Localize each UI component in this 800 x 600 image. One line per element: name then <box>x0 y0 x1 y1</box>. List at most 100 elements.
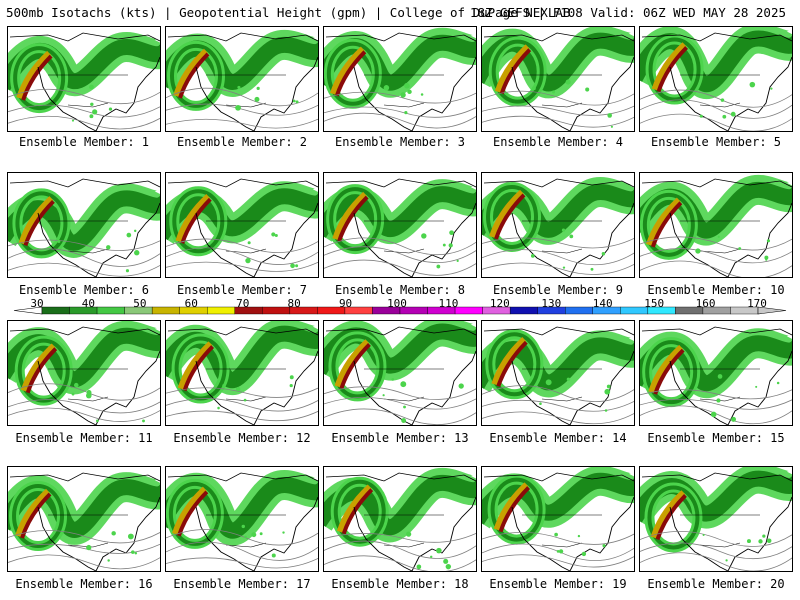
ensemble-panel-3 <box>323 26 477 132</box>
isotach-speckle <box>421 233 427 239</box>
jet-max <box>25 347 58 394</box>
isotach-speckle <box>295 100 299 104</box>
coastline <box>325 472 476 482</box>
isotach-speckle <box>443 558 449 564</box>
height-contour <box>640 236 792 251</box>
isotach-speckle <box>134 552 138 555</box>
isotach-speckle <box>57 239 61 243</box>
isotach-speckle <box>695 248 701 254</box>
height-contour <box>8 554 160 570</box>
height-contour <box>166 261 318 272</box>
colorbar-max-arrow <box>757 306 787 315</box>
isotach-speckle <box>449 230 454 236</box>
ensemble-map <box>482 326 634 425</box>
isotach-speckle <box>274 233 278 238</box>
jet-max <box>182 345 214 392</box>
ensemble-map <box>640 174 792 277</box>
height-contour <box>640 260 792 277</box>
isotach-speckle <box>289 383 293 388</box>
ensemble-map <box>166 178 318 277</box>
height-contour <box>324 532 476 543</box>
isotach-speckle <box>71 392 75 396</box>
coastline <box>411 202 476 277</box>
closed-low-core <box>645 340 698 405</box>
coastline <box>669 360 729 425</box>
ensemble-map <box>8 32 160 131</box>
jet-streak <box>177 341 213 390</box>
ensemble-panel-15 <box>639 320 793 426</box>
height-contour <box>166 387 318 398</box>
colorbar-tick-label: 60 <box>184 297 198 310</box>
jet-streak <box>173 48 209 97</box>
ensemble-panel-1 <box>7 26 161 132</box>
jet-streak <box>336 484 372 533</box>
ensemble-map <box>640 326 792 425</box>
isotach-speckle <box>400 92 406 98</box>
height-contour <box>8 239 160 251</box>
closed-low-core <box>168 481 221 546</box>
coastline <box>411 56 476 131</box>
isotach-speckle <box>407 89 412 95</box>
coastline <box>9 326 160 336</box>
isotach-speckle <box>442 243 446 247</box>
height-contour <box>324 396 476 410</box>
height-contour <box>482 105 634 116</box>
isotach-speckle <box>699 114 703 118</box>
isotach-speckle <box>241 524 245 529</box>
coastline <box>727 56 792 131</box>
colorbar-tick-label: 140 <box>592 297 613 310</box>
coastline <box>195 66 255 131</box>
coastline <box>641 326 792 336</box>
isotach-speckle <box>604 409 608 412</box>
valid-time-label: 18Z GEFS | F108 Valid: 06Z WED MAY 28 20… <box>469 5 786 20</box>
coastline <box>325 178 476 188</box>
height-contour <box>640 530 792 547</box>
us-mexico-border <box>225 396 267 402</box>
coastline <box>669 212 729 277</box>
coastline <box>511 212 571 277</box>
jet-max <box>176 490 209 537</box>
us-mexico-border <box>699 248 741 254</box>
isotach-speckle <box>243 398 247 402</box>
isotach-speckle <box>125 269 130 273</box>
height-contour <box>166 541 318 561</box>
isotach-speckle <box>766 239 771 243</box>
ensemble-member-caption: Ensemble Member: 20 <box>647 577 785 591</box>
height-contour <box>324 259 476 276</box>
isotach-speckle <box>458 383 464 389</box>
isotach-speckle <box>222 384 226 388</box>
isotach-speckle <box>530 254 535 258</box>
closed-low-core <box>486 184 539 249</box>
coastline <box>37 360 97 425</box>
isotach-speckle <box>569 234 574 239</box>
coastline <box>569 202 634 277</box>
coastline <box>95 350 160 425</box>
isotach-speckle <box>436 264 441 269</box>
closed-low-core <box>326 41 379 106</box>
ensemble-member-caption: Ensemble Member: 11 <box>15 431 153 445</box>
isotach-speckle <box>722 114 727 119</box>
ensemble-map <box>166 321 318 425</box>
closed-low-core <box>331 334 384 399</box>
jet-max <box>496 340 528 387</box>
jet-streak <box>15 488 51 537</box>
isotach-speckle <box>404 111 408 115</box>
isotach-speckle <box>292 99 296 103</box>
height-contour <box>640 89 792 108</box>
colorbar-tick-label: 150 <box>644 297 665 310</box>
ensemble-member-caption: Ensemble Member: 17 <box>173 577 311 591</box>
colorbar-tick-label: 120 <box>489 297 510 310</box>
jet-band-inner <box>8 190 160 251</box>
height-contour <box>8 248 160 267</box>
isotach-speckle <box>235 104 241 111</box>
isotach-speckle <box>590 267 594 271</box>
isotach-speckle <box>577 534 581 538</box>
ensemble-panel-7 <box>165 172 319 278</box>
isotach-speckle <box>764 255 769 260</box>
closed-low-core <box>490 477 543 542</box>
isotach-speckle <box>604 388 611 395</box>
coastline <box>669 506 729 571</box>
ensemble-member-caption: Ensemble Member: 10 <box>647 283 785 297</box>
jet-max <box>337 195 369 242</box>
ensemble-map <box>166 470 318 571</box>
